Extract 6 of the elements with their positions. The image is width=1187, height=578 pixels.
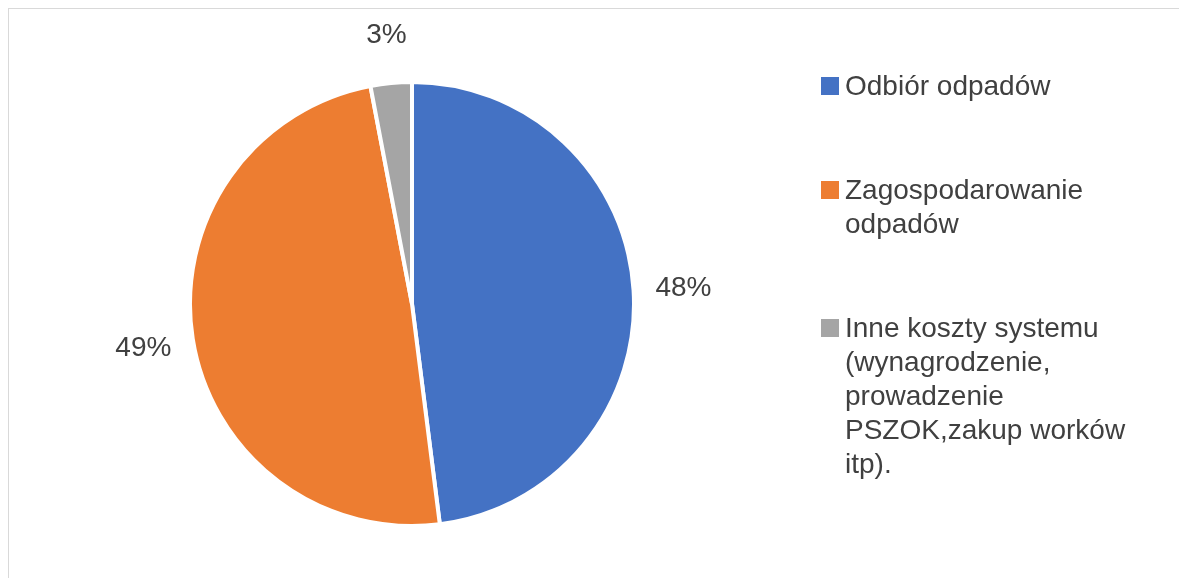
data-label: 48% [655,271,712,303]
data-label: 3% [366,17,407,49]
legend-label: Zagospodarowanie odpadów [845,173,1085,241]
legend-label: Inne koszty systemu (wynagrodzenie, prowadzenie PSZOK,zakup worków itp). [845,311,1127,481]
legend-label: Odbiór odpadów [845,69,1051,103]
data-label: 49% [115,331,172,363]
